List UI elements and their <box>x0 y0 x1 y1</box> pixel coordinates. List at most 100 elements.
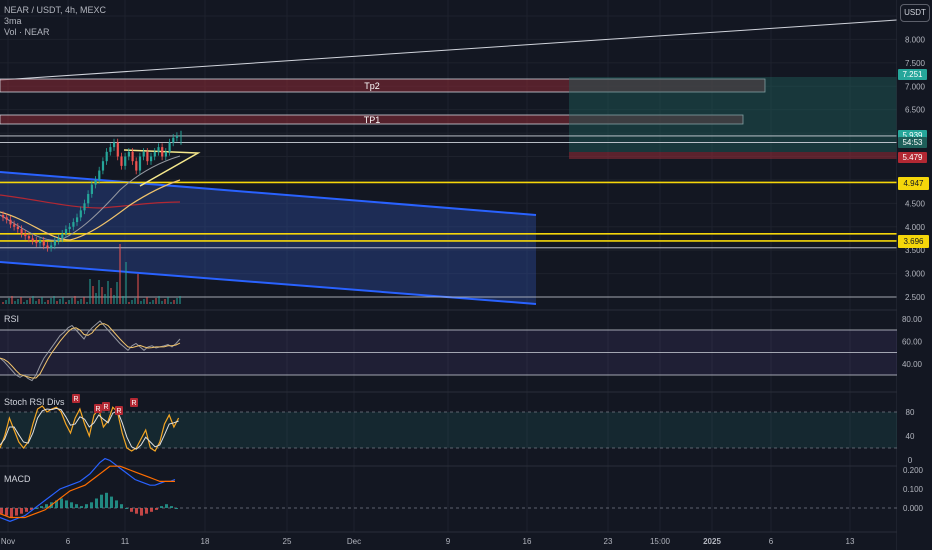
macd-histogram-bar <box>45 504 48 508</box>
macd-histogram-bar <box>125 508 128 509</box>
volume-bar <box>14 301 16 304</box>
triangle-pattern[interactable] <box>123 149 201 187</box>
candle-body <box>53 240 56 246</box>
candle-body <box>175 135 179 138</box>
volume-bar <box>50 298 52 304</box>
stoch-k-line <box>0 405 180 452</box>
indicator-volume[interactable]: Vol · NEAR <box>4 27 50 37</box>
macd-histogram-bar <box>80 506 83 508</box>
candle-body <box>20 229 23 234</box>
time-tick-label: 13 <box>846 537 855 546</box>
volume-bar <box>44 302 46 304</box>
symbol-title[interactable]: NEAR / USDT, 4h, MEXC <box>4 5 107 15</box>
volume-bar <box>5 300 7 304</box>
candle-body <box>142 151 145 157</box>
price-tag: 3.696 <box>898 235 929 249</box>
macd-histogram-bar <box>95 498 98 508</box>
price-axis-background <box>897 0 932 550</box>
divergence-marker-label: R <box>95 406 100 413</box>
candle-body <box>164 151 167 157</box>
macd-histogram-bar <box>20 508 23 514</box>
volume-bar <box>161 301 163 304</box>
candle-body <box>9 219 12 225</box>
candle-body <box>94 179 97 185</box>
macd-histogram-bar <box>10 508 13 518</box>
macd-histogram-bar <box>65 500 68 508</box>
price-tick-label: 7.500 <box>905 59 926 68</box>
macd-histogram-bar <box>25 508 28 512</box>
macd-line <box>0 457 176 522</box>
macd-histogram-bar <box>75 504 78 508</box>
price-tag: 5.479 <box>898 151 927 163</box>
volume-bar <box>95 293 97 304</box>
volume-bar <box>56 301 58 304</box>
time-axis[interactable]: Nov 6 11 18 25 Dec 9 16 23 15:00 2025 6 13 <box>1 537 855 546</box>
volume-bar <box>71 298 73 304</box>
volume-bar <box>92 286 94 304</box>
divergence-marker <box>72 394 80 403</box>
price-tag: 54:53 <box>898 137 927 149</box>
macd-histogram-bar <box>15 508 18 516</box>
volume-bar <box>179 296 181 304</box>
candle-body <box>79 210 82 218</box>
volume-bar <box>155 298 157 304</box>
stoch-rsi-pane[interactable]: RR RRR <box>0 394 897 452</box>
tp1-zone[interactable] <box>0 114 744 125</box>
rsi-tick-label: 80.00 <box>902 315 923 324</box>
horizontal-levels[interactable] <box>0 135 897 298</box>
currency-button[interactable]: USDT <box>900 4 930 22</box>
candle-body <box>113 142 116 148</box>
rsi-label[interactable]: RSI <box>4 314 20 324</box>
long-position-stop[interactable] <box>569 152 897 159</box>
macd-histogram-bar <box>0 508 3 514</box>
tp2-zone[interactable] <box>0 78 766 93</box>
volume-bar <box>23 302 25 304</box>
divergence-marker-label: R <box>116 408 121 415</box>
volume-bar <box>35 301 37 304</box>
volume-bar <box>119 244 121 304</box>
rsi-pane[interactable] <box>0 320 897 382</box>
candle-body <box>124 156 127 166</box>
candle-body <box>61 233 64 239</box>
trendline-upper[interactable] <box>0 19 898 81</box>
volume-bar <box>47 300 49 304</box>
divergence-marker <box>94 404 102 413</box>
macd-pane[interactable] <box>0 457 897 522</box>
candle-body <box>35 240 38 244</box>
indicator-3ma[interactable]: 3ma <box>4 16 22 26</box>
candle-body <box>31 238 34 241</box>
volume-bar <box>170 302 172 304</box>
volume-bar <box>113 295 115 304</box>
divergence-marker-label: R <box>73 396 78 403</box>
volume-bar <box>2 302 4 304</box>
price-axis[interactable]: 8.5008.0007.5007.0006.5006.0005.5005.000… <box>897 0 932 550</box>
candle-body <box>5 217 8 220</box>
channel-upper-line[interactable] <box>0 171 537 216</box>
macd-label[interactable]: MACD <box>4 474 31 484</box>
volume-bar <box>173 300 175 304</box>
macd-histogram-bar <box>150 508 153 512</box>
candle-body <box>131 151 134 162</box>
price-tick-label: 2.500 <box>905 293 926 302</box>
macd-histogram-bar <box>165 504 168 508</box>
candle-body <box>101 161 105 171</box>
stoch-tick-label: 80 <box>906 408 915 417</box>
candle-body <box>27 236 31 239</box>
long-position-target[interactable] <box>569 77 897 152</box>
time-tick-label: 9 <box>446 537 451 546</box>
candle-body <box>83 203 86 211</box>
candle-body <box>64 229 68 234</box>
macd-histogram-bar <box>135 508 138 514</box>
price-tick-label: 3.500 <box>905 246 926 255</box>
candles[interactable] <box>2 130 182 252</box>
macd-histogram-bar <box>90 502 93 508</box>
price-tag: 4.947 <box>898 176 929 190</box>
candle-body <box>72 222 75 227</box>
volume-bar <box>137 274 139 304</box>
volume-bar <box>176 298 178 304</box>
candle-body <box>161 147 164 157</box>
divergence-marker-label: R <box>103 404 108 411</box>
stoch-rsi-label[interactable]: Stoch RSI Divs <box>4 397 65 407</box>
macd-histogram-bar <box>70 502 73 508</box>
